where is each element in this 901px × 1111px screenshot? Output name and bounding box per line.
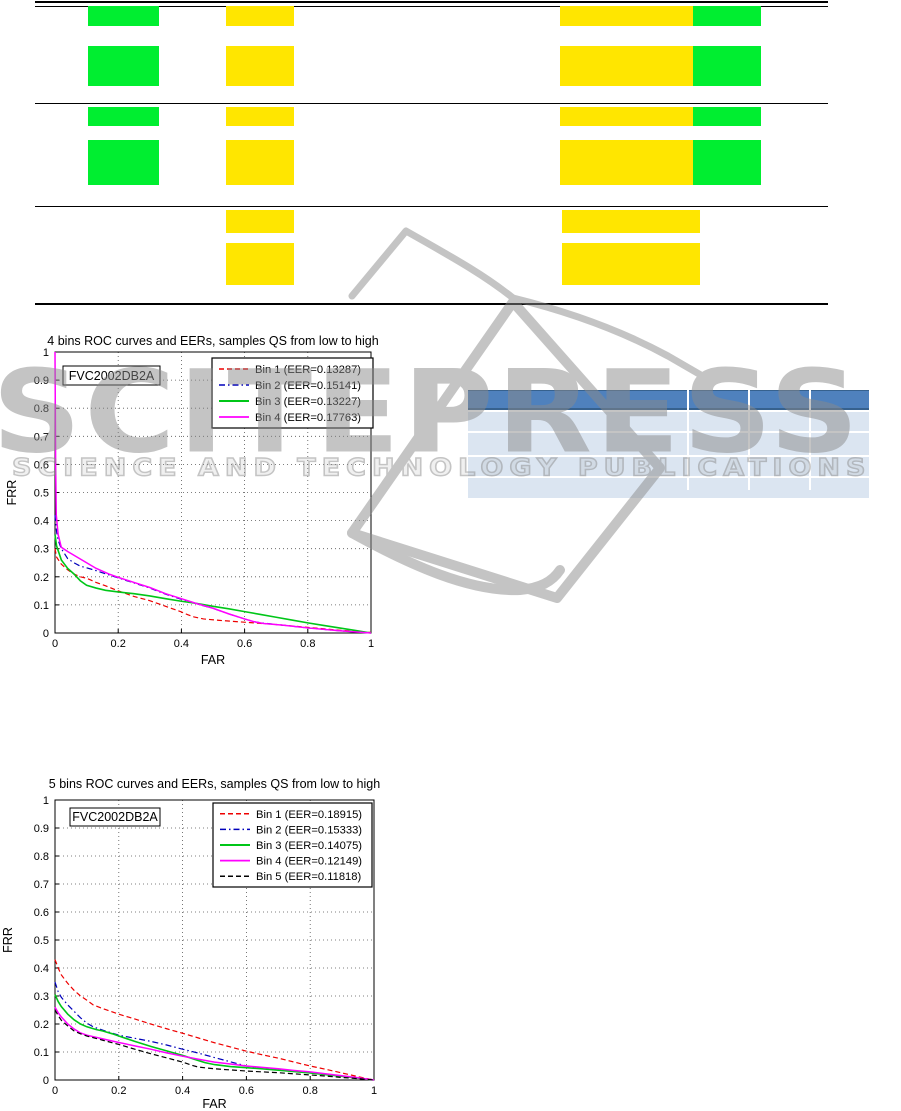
column-divider [687,390,689,490]
chart-title: 4 bins ROC curves and EERs, samples QS f… [47,334,378,348]
column-divider [809,390,811,490]
x-tick-label: 1 [368,638,374,650]
roc-curve [54,994,375,1081]
roc-curve [54,959,375,1081]
row-divider [468,455,869,457]
y-tick-label: 0.5 [34,488,49,500]
y-tick-label: 1 [43,795,49,807]
y-tick-label: 0.9 [34,375,49,387]
y-tick-label: 0 [43,628,49,640]
roc-chart-4bins: 0 0.2 0.4 0.6 0.8 1 0 0.1 0.2 0.3 0.4 0.5 0.6 0.7 0.8 0… [5,334,379,667]
x-tick-label: 0 [52,638,58,650]
legend-entry-label: Bin 1 (EER=0.13287) [255,364,361,376]
dataset-label: FVC2002DB2A [72,810,158,824]
x-tick-label: 0.4 [175,1085,190,1097]
roc-curve [54,534,372,634]
x-tick-label: 0.8 [303,1085,318,1097]
roc-curve [54,1009,375,1081]
highlighted-cell-yellow [562,210,700,233]
highlighted-cell-green [88,140,159,185]
legend-entry-label: Bin 3 (EER=0.14075) [256,840,362,852]
x-tick-label: 0.2 [111,638,126,650]
y-tick-label: 0.8 [34,403,49,415]
x-tick-label: 0.4 [174,638,189,650]
y-tick-label: 0 [43,1075,49,1087]
legend-entry-label: Bin 3 (EER=0.13227) [255,396,361,408]
row-divider [468,431,869,433]
highlighted-cell-green [693,140,761,185]
roc-curve [54,548,372,634]
column-divider [748,390,750,490]
roc-curve [54,351,372,634]
y-tick-label: 0.9 [34,823,49,835]
y-tick-label: 0.6 [34,459,49,471]
highlighted-cell-green [693,6,761,26]
y-tick-label: 0.2 [34,1019,49,1031]
highlighted-cell-yellow [226,107,294,126]
highlighted-cell-green [693,46,761,86]
x-tick-label: 1 [371,1085,377,1097]
highlighted-cell-yellow [226,6,294,26]
y-tick-label: 0.3 [34,544,49,556]
y-tick-label: 0.8 [34,851,49,863]
x-tick-label: 0.6 [237,638,252,650]
highlighted-cell-green [88,107,159,126]
dataset-label-box [69,807,161,827]
legend-entry-label: Bin 2 (EER=0.15141) [255,380,361,392]
y-tick-label: 0.5 [34,935,49,947]
table-rule [35,103,828,104]
y-tick-label: 0.6 [34,907,49,919]
y-tick-label: 0.7 [34,879,49,891]
x-tick-label: 0 [52,1085,58,1097]
x-tick-label: 0.8 [300,638,315,650]
chart-title: 5 bins ROC curves and EERs, samples QS f… [49,777,380,791]
legend-entry-label: Bin 4 (EER=0.12149) [256,856,362,868]
highlighted-cell-green [88,6,159,26]
y-axis-label: FRR [5,480,19,506]
roc-chart-5bins: 0 0.2 0.4 0.6 0.8 1 0 0.1 0.2 0.3 0.4 0.5 0.6 0.7 0.8 0… [1,777,380,1111]
table-rule [35,1,828,3]
y-tick-label: 1 [43,347,49,359]
row-divider [468,476,869,478]
highlighted-cell-yellow [226,243,294,285]
table-rule [35,303,828,305]
y-tick-label: 0.7 [34,431,49,443]
dataset-label: FVC2002DB2A [69,369,155,383]
legend-entry-label: Bin 4 (EER=0.17763) [255,412,361,424]
highlighted-cell-yellow [560,140,693,185]
highlighted-cell-green [88,46,159,86]
y-tick-label: 0.2 [34,572,49,584]
table-rule [35,206,828,207]
roc-curve [54,1006,375,1081]
x-axis-label: FAR [201,653,225,667]
summary-table [468,390,869,498]
roc-curve [54,514,372,634]
dataset-label-box [62,365,161,386]
y-axis-label: FRR [1,927,15,953]
table-rule [35,6,828,7]
y-tick-label: 0.1 [34,600,49,612]
y-tick-label: 0.3 [34,991,49,1003]
legend-entry-label: Bin 1 (EER=0.18915) [256,809,362,821]
highlighted-cell-yellow [226,210,294,233]
highlighted-cell-green [693,107,761,126]
y-tick-label: 0.1 [34,1047,49,1059]
legend-entry-label: Bin 5 (EER=0.11818) [256,871,361,883]
legend-entry-label: Bin 2 (EER=0.15333) [256,824,362,836]
y-tick-label: 0.4 [34,963,49,975]
x-axis-label: FAR [202,1097,226,1111]
highlighted-cell-yellow [560,46,693,86]
highlighted-cell-yellow [226,46,294,86]
y-tick-label: 0.4 [34,516,49,528]
highlighted-cell-yellow [226,140,294,185]
highlighted-cell-yellow [562,243,700,285]
x-tick-label: 0.2 [111,1085,126,1097]
x-tick-label: 0.6 [239,1085,254,1097]
highlighted-cell-yellow [560,107,693,126]
highlighted-cell-yellow [560,6,693,26]
